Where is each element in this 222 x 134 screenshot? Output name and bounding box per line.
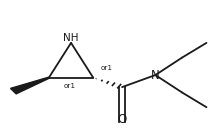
Text: N: N [151,68,160,82]
Text: or1: or1 [63,83,75,89]
Text: O: O [117,113,127,126]
Polygon shape [10,77,49,94]
Text: or1: or1 [101,65,113,71]
Text: NH: NH [63,33,79,43]
